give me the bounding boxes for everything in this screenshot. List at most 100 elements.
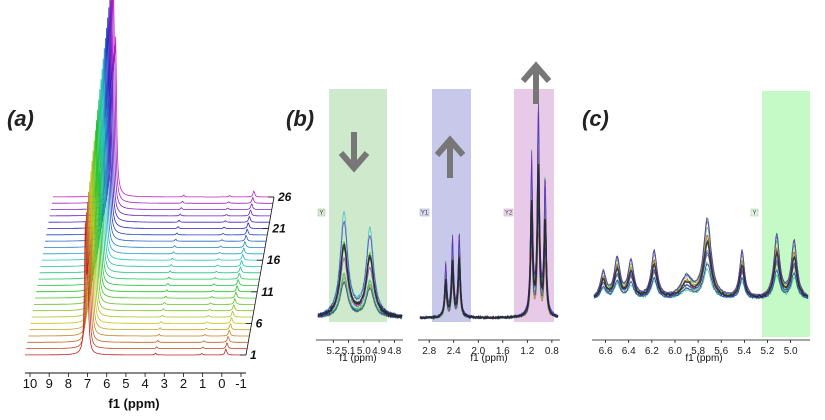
spectrum-trace (317, 220, 403, 318)
x-tick-label: 4.8 (387, 346, 401, 357)
spectrum-trace (27, 201, 248, 343)
panel-b-right-x-axis-label: f1 (ppm) (470, 353, 507, 364)
x-tick-label: 1 (199, 376, 206, 391)
spectrum-trace (38, 99, 259, 280)
spectrum-label: 1 (250, 348, 257, 362)
panel-b-right-spectra (419, 99, 559, 321)
stack-depth-axis (245, 196, 275, 356)
spectrum-label: 21 (271, 222, 286, 236)
spectrum-trace (51, 0, 273, 204)
spectrum-trace (593, 238, 809, 299)
panel-b-left-x-ticks: 5.2 5.1 5.0 4.9 4.8 (326, 340, 402, 357)
x-tick-label: 8 (65, 376, 72, 391)
x-tick-label: 4.9 (372, 346, 386, 357)
spectrum-trace (36, 120, 257, 293)
panel-c: (c) Y 6.6 6.4 6.2 6.0 5.8 5.6 5.4 5.2 5.0 f1 (pp… (582, 91, 810, 364)
spectrum-trace (44, 48, 265, 248)
x-tick-label: 6.6 (599, 346, 613, 357)
region-y-highlight (762, 91, 810, 337)
region-y-tag: Y (319, 211, 323, 217)
x-tick-label: 2.0 (471, 346, 485, 357)
spectrum-trace (45, 38, 266, 242)
x-tick-label: 6 (103, 376, 110, 391)
region-y-tag-box (317, 208, 326, 217)
panel-a-x-ticks: 10 9 8 7 6 5 4 3 2 1 0 -1 (23, 373, 247, 391)
x-tick-label: 10 (23, 376, 37, 391)
x-tick-label: 7 (84, 376, 91, 391)
arrow-up-icon (434, 135, 466, 178)
panel-c-x-ticks: 6.6 6.4 6.2 6.0 5.8 5.6 5.4 5.2 5.0 (599, 340, 798, 357)
x-tick-label: 2 (180, 376, 187, 391)
panel-a-x-axis-label: f1 (ppm) (108, 396, 159, 411)
spectrum-label: 11 (261, 285, 274, 299)
region-y-tag-box (750, 208, 759, 217)
x-tick-label: 2.4 (447, 346, 461, 357)
spectrum-trace (47, 17, 268, 229)
panel-c-letter: (c) (582, 106, 609, 131)
spectrum-trace (32, 150, 254, 312)
x-tick-label: 5.2 (761, 346, 775, 357)
panel-b-letter: (b) (286, 106, 314, 131)
spectrum-trace (593, 263, 809, 300)
spectrum-label: 26 (277, 190, 292, 204)
spectrum-trace (37, 109, 258, 286)
x-tick-label: 5.2 (326, 346, 340, 357)
spectrum-trace (31, 160, 253, 318)
spectrum-label: 6 (256, 316, 263, 330)
x-tick-label: 1.6 (496, 346, 510, 357)
arrow-up-icon (520, 61, 552, 104)
spectrum-trace (28, 191, 249, 337)
region-y1-tag: Y1 (421, 211, 429, 217)
spectrum-trace (30, 171, 252, 324)
region-y-tag: Y (752, 211, 756, 217)
spectrum-trace (29, 181, 251, 331)
spectrum-trace (25, 222, 246, 356)
x-tick-label: 5.1 (342, 346, 356, 357)
x-tick-label: 6.4 (622, 346, 636, 357)
x-tick-label: 5.0 (357, 346, 371, 357)
x-tick-label: 9 (46, 376, 53, 391)
x-tick-label: 3 (161, 376, 168, 391)
x-tick-label: 0.8 (545, 346, 559, 357)
x-tick-label: 5 (122, 376, 129, 391)
spectrum-trace (48, 7, 270, 223)
x-tick-label: 6.2 (645, 346, 659, 357)
region-y2-tag-box (503, 208, 514, 217)
region-y1-tag-box (419, 208, 430, 217)
x-tick-label: -1 (235, 376, 247, 391)
spectrum-trace (50, 0, 272, 210)
x-tick-label: 0 (218, 376, 225, 391)
panel-c-x-axis-label: f1 (ppm) (685, 353, 722, 364)
stacked-spectra (25, 0, 274, 356)
spectrum-trace (593, 221, 809, 297)
spectrum-trace (49, 0, 271, 217)
panel-b: (b) Y 5.2 5.1 5.0 4.9 4.8 f1 (ppm) Y1 Y2 2.8… (286, 61, 560, 364)
x-tick-label: 5.4 (737, 346, 751, 357)
region-y2-tag: Y2 (505, 211, 513, 217)
x-tick-label: 4 (141, 376, 148, 391)
spectrum-trace (39, 89, 261, 274)
spectrum-label: 16 (267, 253, 281, 267)
spectrum-trace (41, 68, 263, 261)
spectrum-trace (26, 212, 247, 350)
spectrum-trace (419, 163, 559, 321)
panel-b-left-spectra (317, 211, 403, 320)
spectrum-trace (46, 27, 267, 236)
spectrum-trace (53, 0, 274, 198)
spectrum-trace (317, 243, 403, 320)
x-tick-label: 2.8 (422, 346, 436, 357)
panel-c-spectra (593, 216, 809, 300)
x-tick-label: 6.0 (668, 346, 682, 357)
spectrum-trace (34, 140, 255, 305)
spectrum-trace (42, 58, 264, 255)
arrow-down-icon (338, 132, 370, 173)
x-tick-label: 5.6 (714, 346, 728, 357)
spectrum-trace (35, 130, 256, 299)
spectrum-trace (40, 79, 262, 267)
panel-b-left-x-axis-label: f1 (ppm) (339, 353, 376, 364)
x-tick-label: 5.0 (784, 346, 798, 357)
panel-a-letter: (a) (7, 106, 34, 131)
